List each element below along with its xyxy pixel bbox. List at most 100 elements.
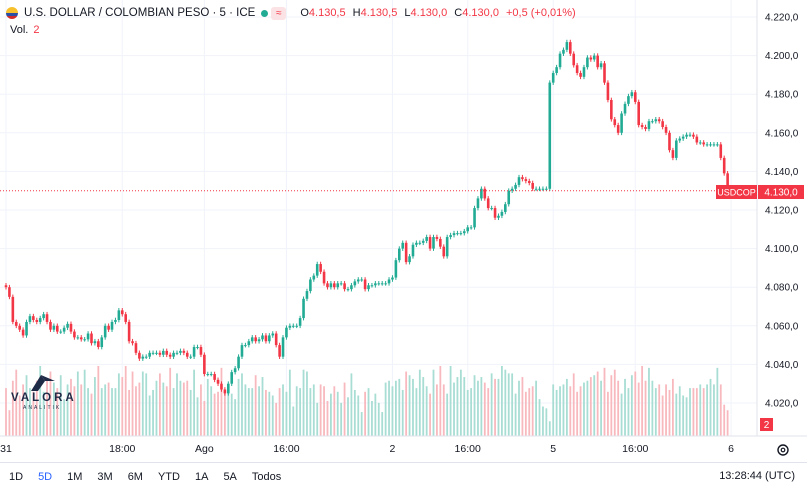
volume-bar — [689, 388, 691, 436]
candle-body — [223, 389, 227, 394]
range-button-1m[interactable]: 1M — [67, 471, 83, 483]
volume-bar — [634, 371, 637, 436]
volume-bar — [117, 373, 120, 436]
candle-body — [603, 63, 606, 83]
volume-bar — [630, 375, 633, 436]
volume-bar — [401, 389, 404, 436]
volume-bar — [719, 384, 722, 436]
volume-bar — [477, 380, 479, 436]
volume-bar — [121, 377, 124, 436]
usd-cop-flag-icon — [6, 7, 18, 19]
volume-bar — [388, 380, 390, 436]
range-button-todos[interactable]: Todos — [251, 471, 282, 483]
volume-bar — [436, 384, 438, 436]
candle-body — [500, 211, 504, 216]
candle-body — [469, 227, 473, 229]
range-button-3m[interactable]: 3M — [97, 471, 113, 483]
bottom-toolbar: 1D 5D 1M 3M 6M YTD 1A 5A Todos 13:28:44 (UTC) — [0, 462, 807, 491]
volume-bar — [135, 386, 137, 436]
volume-bar — [278, 388, 281, 436]
volume-bar — [32, 391, 35, 436]
candle-body — [319, 264, 322, 272]
candle-body — [250, 337, 254, 342]
volume-bar — [545, 408, 548, 436]
candle-body — [264, 335, 268, 342]
volume-bar — [692, 388, 695, 436]
volume-bar — [200, 384, 202, 436]
volume-bar — [152, 389, 154, 436]
range-button-1d[interactable]: 1D — [9, 471, 24, 483]
settings-gear-icon[interactable] — [777, 444, 789, 456]
candle-body — [254, 337, 257, 342]
valora-watermark: VALORA ANALITIK — [11, 373, 81, 413]
volume-bar — [333, 386, 336, 436]
candle-body — [435, 237, 439, 239]
volume-bar — [292, 406, 295, 436]
range-button-5d[interactable]: 5D — [38, 471, 53, 483]
candle-body — [541, 188, 545, 190]
candle-body — [295, 325, 298, 327]
symbol-title[interactable]: U.S. DOLLAR / COLOMBIAN PESO · 5 · ICE — [24, 7, 256, 19]
volume-bar — [193, 369, 195, 436]
volume-bar — [542, 406, 544, 436]
candle-body — [117, 310, 121, 321]
volume-bar — [251, 388, 254, 436]
candle-body — [531, 182, 534, 189]
open-value: 4.130,5 — [308, 7, 346, 19]
volume-tag-value: 2 — [764, 420, 770, 431]
candle-body — [148, 352, 151, 357]
candle-body — [4, 285, 8, 288]
candle-body — [551, 72, 555, 83]
candle-body — [678, 138, 682, 141]
compare-button[interactable]: ≈ — [271, 6, 287, 20]
volume-bar — [49, 371, 52, 436]
candle-body — [100, 337, 104, 348]
volume-bar — [651, 380, 654, 436]
candle-body — [329, 283, 333, 288]
volume-bar — [528, 388, 531, 436]
candle-body — [647, 121, 651, 129]
candle-body — [709, 144, 712, 146]
candle-body — [175, 352, 179, 354]
candle-body — [144, 356, 148, 358]
candle-body — [346, 289, 350, 291]
y-tick-label: 4.040,0 — [765, 360, 799, 371]
range-button-ytd[interactable]: YTD — [157, 471, 180, 483]
candle-body — [398, 248, 401, 261]
candle-body — [517, 177, 521, 185]
volume-bar — [227, 391, 230, 436]
candle-body — [442, 246, 446, 257]
volume-bar — [483, 382, 486, 436]
volume-bar — [702, 388, 705, 436]
volume-bar — [336, 391, 339, 436]
volume-bar — [52, 382, 55, 436]
volume-bar — [459, 369, 462, 436]
candle-body — [127, 321, 131, 342]
clock[interactable]: 13:28:44 (UTC) — [719, 470, 795, 482]
volume-bar — [265, 389, 267, 436]
y-tick-label: 4.020,0 — [765, 399, 799, 410]
candle-body — [274, 333, 278, 346]
candle-body — [333, 283, 336, 288]
candle-body — [261, 335, 264, 340]
volume-bar — [439, 366, 442, 436]
volume-bar — [535, 380, 537, 436]
candle-body — [356, 279, 360, 282]
candle-body — [230, 372, 234, 384]
volume-bar — [377, 402, 380, 436]
candle-body — [268, 335, 271, 342]
volume-legend[interactable]: Vol. 2 — [10, 24, 39, 36]
range-button-6m[interactable]: 6M — [127, 471, 143, 483]
ohlc-values: O4.130,5 H4.130,5 L4.130,0 C4.130,0 +0,5… — [296, 7, 575, 19]
candle-body — [671, 150, 675, 158]
volume-value: 2 — [33, 24, 40, 36]
candle-body — [66, 323, 69, 328]
candle-body — [579, 72, 582, 77]
range-button-5a[interactable]: 5A — [223, 471, 237, 483]
range-button-1a[interactable]: 1A — [194, 471, 209, 483]
candle-body — [49, 321, 52, 330]
volume-bar — [316, 402, 319, 436]
candle-body — [415, 242, 418, 245]
